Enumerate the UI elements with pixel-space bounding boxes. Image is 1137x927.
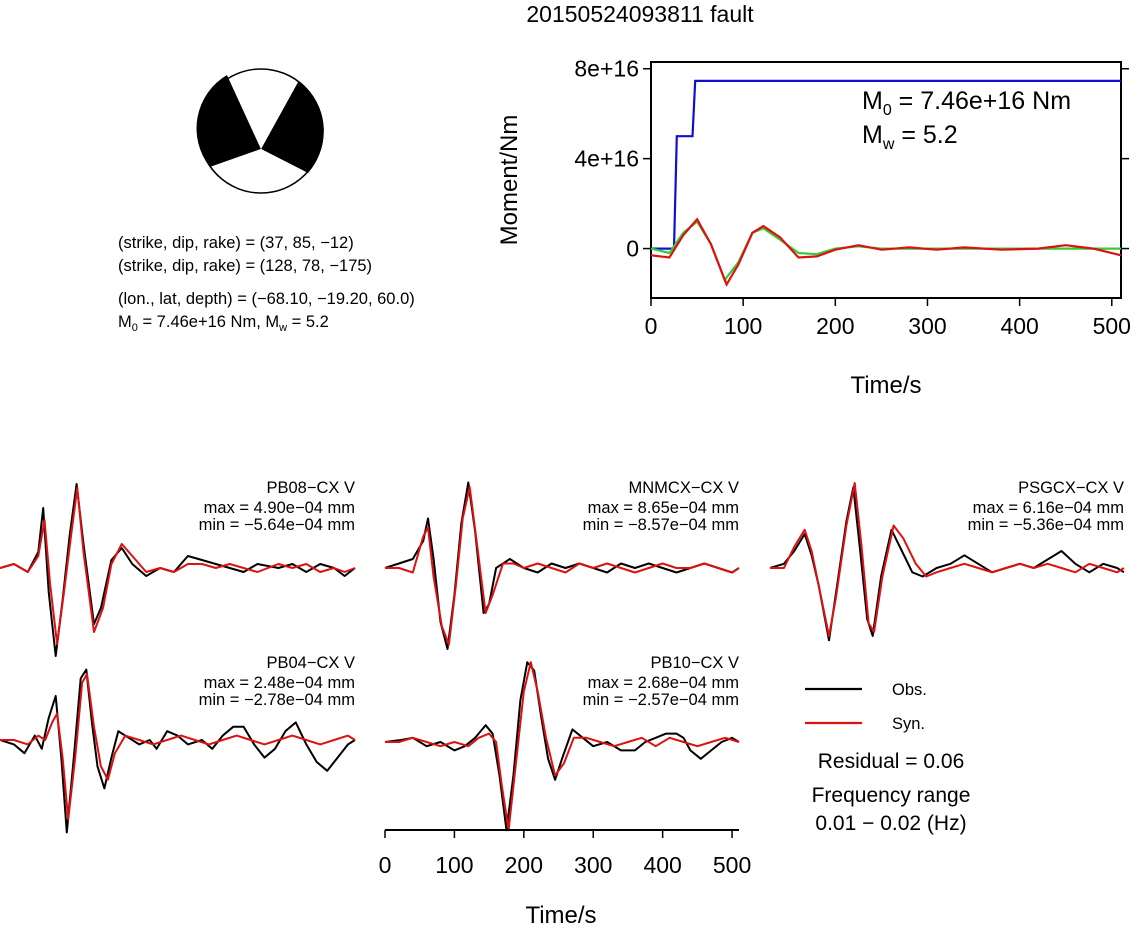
station-max: max = 2.48e−04 mm [204,674,355,692]
nodal-plane-1: (strike, dip, rake) = (37, 85, −12) [118,234,354,252]
station-min: min = −5.36e−04 mm [968,516,1124,534]
observed-waveform [384,661,740,832]
moment-y-tick-label: 8e+16 [574,56,639,82]
station-min: min = −2.78e−04 mm [199,691,355,709]
moment-rate-chart: 0 100 200 300 400 500 0 4e+16 8e+16 M0 = 7.46e+1… [496,56,1131,399]
station-label: MNMCX−CX V [629,479,739,497]
waveform-x-axis-label: Time/s [525,902,596,927]
moment-x-tick-label: 200 [816,313,854,339]
station-max: max = 6.16e−04 mm [973,499,1124,517]
source-moment: M0 = 7.46e+16 Nm, Mw = 5.2 [118,313,329,334]
moment-x-tick-label: 500 [1093,313,1131,339]
legend-syn-label: Syn. [892,715,925,733]
waveform-x-tick-label: 400 [643,852,681,878]
synthetic-waveform [385,661,740,832]
beachball [196,66,324,195]
moment-y-tick-label: 4e+16 [574,146,639,172]
observed-waveform [0,483,356,657]
waveform-legend: Obs. Syn. Residual = 0.06 Frequency rang… [805,681,970,835]
beachball-bottom [210,149,308,195]
moment-series-line-0 [651,79,1121,250]
frequency-range-title: Frequency range [812,784,971,807]
station-min: min = −8.57e−04 mm [583,516,739,534]
waveform-x-tick-label: 0 [379,852,392,878]
station-label: PB10−CX V [650,654,739,672]
nodal-plane-2: (strike, dip, rake) = (128, 78, −175) [118,257,372,275]
source-parameters: (strike, dip, rake) = (37, 85, −12) (str… [118,234,415,334]
beachball-quadrant-right [261,82,324,173]
station-min: min = −2.57e−04 mm [583,691,739,709]
waveform-x-tick-label: 300 [574,852,612,878]
moment-y-axis-label: Moment/Nm [496,115,523,246]
waveform-x-tick-label: 500 [713,852,751,878]
frequency-range-value: 0.01 − 0.02 (Hz) [815,812,966,835]
beachball-center [227,66,298,149]
moment-x-tick-label: 100 [724,313,762,339]
source-location: (lon., lat, depth) = (−68.10, −19.20, 60… [118,290,415,308]
synthetic-waveform [385,486,740,646]
synthetic-waveform [770,482,1125,637]
moment-x-axis-label: Time/s [850,372,921,399]
station-max: max = 4.90e−04 mm [204,499,355,517]
station-max: max = 8.65e−04 mm [588,499,739,517]
moment-annotation-mw: Mw = 5.2 [862,121,958,153]
figure-title: 20150524093811 fault [526,1,754,27]
moment-annotation-m0: M0 = 7.46e+16 Nm [862,87,1071,119]
waveform-time-axis: Time/s 0 100 200 300 400 500 [379,829,751,927]
moment-series-line-2 [650,217,1122,288]
beachball-quadrant-left [196,75,261,167]
waveform-x-tick-label: 200 [505,852,543,878]
legend-obs-label: Obs. [892,681,927,699]
waveform-x-tick-label: 100 [435,852,473,878]
synthetic-waveform [0,673,356,821]
station-label: PB04−CX V [266,654,355,672]
moment-x-tick-label: 300 [908,313,946,339]
moment-plot-frame [650,61,1122,299]
synthetic-waveform [0,487,356,645]
station-min: min = −5.64e−04 mm [199,516,355,534]
moment-x-tick-label: 0 [645,313,658,339]
station-label: PSGCX−CX V [1018,479,1124,497]
moment-y-tick-label: 0 [626,236,639,262]
moment-x-tick-label: 400 [1000,313,1038,339]
residual-text: Residual = 0.06 [818,750,965,773]
station-max: max = 2.68e−04 mm [588,674,739,692]
station-label: PB08−CX V [266,479,355,497]
